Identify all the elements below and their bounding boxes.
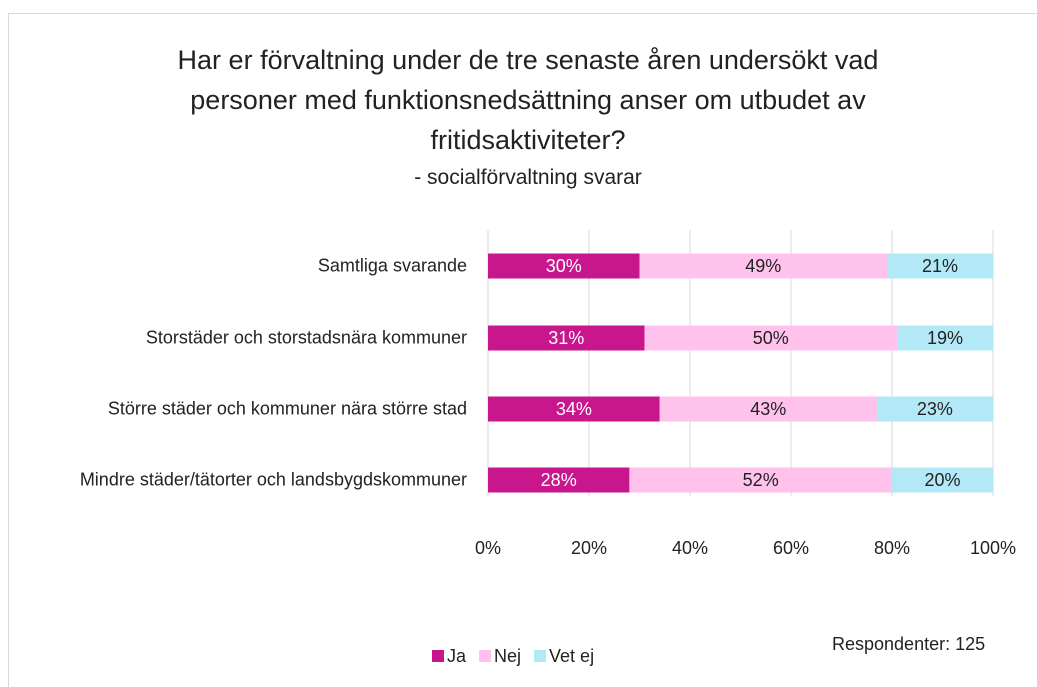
x-tick-label: 20%	[571, 538, 607, 558]
legend-label: Vet ej	[549, 646, 594, 666]
data-label: 21%	[922, 256, 958, 276]
data-label: 28%	[541, 470, 577, 490]
x-tick-label: 60%	[773, 538, 809, 558]
category-label: Mindre städer/tätorter och landsbygdskom…	[79, 469, 467, 490]
bar-segment	[639, 253, 887, 279]
bar-segment	[644, 325, 898, 351]
legend-swatch	[432, 650, 444, 662]
bar-segment	[897, 325, 993, 351]
category-label: Storstäder och storstadsnära kommuner	[145, 327, 467, 348]
data-label: 43%	[750, 399, 786, 419]
data-label: 19%	[927, 328, 963, 348]
x-tick-label: 0%	[475, 538, 501, 558]
bar-segment	[488, 396, 660, 422]
bar-segment	[886, 253, 993, 279]
annotation: Respondenter: 125	[832, 634, 985, 654]
data-label: 20%	[924, 470, 960, 490]
x-tick-label: 100%	[970, 538, 1016, 558]
bar-segment	[892, 467, 993, 493]
bar-segment	[876, 396, 993, 422]
chart-frame	[8, 13, 1037, 687]
bar-segment	[488, 325, 645, 351]
legend-label: Ja	[447, 646, 467, 666]
data-label: 50%	[753, 328, 789, 348]
legend-swatch	[479, 650, 492, 662]
bar-segment	[488, 467, 630, 493]
x-tick-label: 80%	[874, 538, 910, 558]
bar-segment	[629, 467, 892, 493]
legend-swatch	[534, 650, 547, 662]
legend-label: Nej	[494, 646, 521, 666]
data-label: 34%	[556, 399, 592, 419]
category-label: Större städer och kommuner nära större s…	[107, 398, 467, 419]
data-label: 49%	[745, 256, 781, 276]
bar-segment	[659, 396, 877, 422]
x-tick-label: 40%	[672, 538, 708, 558]
data-label: 30%	[546, 256, 582, 276]
chart-subtitle: - socialförvaltning svarar	[414, 166, 642, 189]
data-label: 31%	[548, 328, 584, 348]
category-label: Samtliga svarande	[317, 255, 467, 276]
data-label: 23%	[917, 399, 953, 419]
data-label: 52%	[743, 470, 779, 490]
bar-segment	[488, 253, 640, 279]
chart-title: Har er förvaltning under de tre senaste …	[177, 45, 879, 155]
